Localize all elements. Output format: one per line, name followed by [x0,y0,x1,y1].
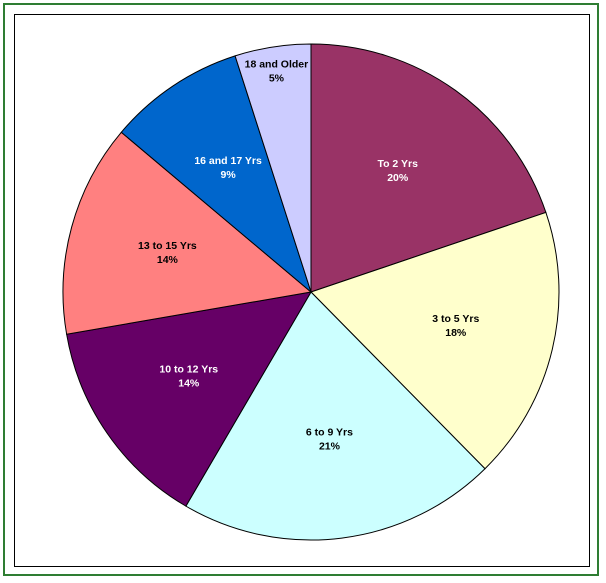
slice-label: 6 to 9 Yrs [306,426,353,438]
slice-percent-label: 18% [445,327,467,339]
slice-percent-label: 20% [387,172,409,184]
pie-slice-13-to-15-yrs [62,131,313,335]
slice-label: 13 to 15 Yrs [138,240,197,252]
pie-slice-18-and-older [234,43,312,293]
slice-percent-label: 9% [220,169,236,181]
slice-label: 10 to 12 Yrs [159,364,218,376]
slice-percent-label: 14% [178,378,200,390]
pie-slice-3-to-5-yrs [310,211,560,470]
pie-slice-10-to-12-yrs [66,291,312,507]
pie-labels: To 2 Yrs 20% 3 to 5 Yrs 18% 6 to 9 Yrs 21% 10 … [138,58,479,452]
slice-label: 16 and 17 Yrs [194,155,262,167]
slice-percent-label: 14% [157,254,179,266]
slice-percent-label: 5% [269,72,285,84]
pie-slice-to-2-yrs [310,43,547,293]
slice-label: 18 and Older [245,58,309,70]
pie-slice-6-to-9-yrs [185,291,486,541]
slice-percent-label: 21% [319,440,341,452]
pie-slice-16-and-17-yrs [120,55,313,294]
pie-slices [62,43,560,541]
slice-label: 3 to 5 Yrs [432,313,479,325]
slice-label: To 2 Yrs [377,158,418,170]
